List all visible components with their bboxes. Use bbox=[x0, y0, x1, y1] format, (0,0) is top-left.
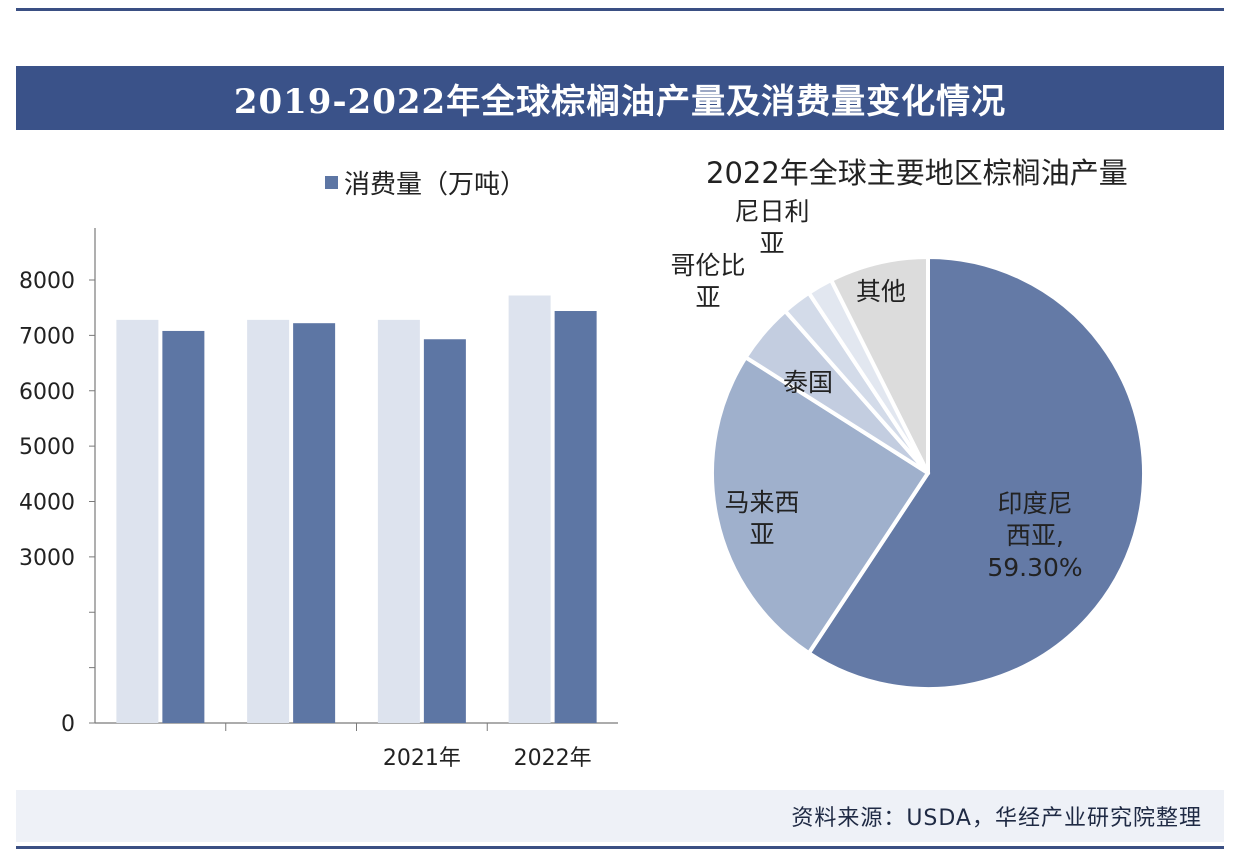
bar-production bbox=[247, 319, 290, 723]
pie-slice bbox=[710, 355, 930, 656]
y-tick-label: 3000 bbox=[19, 546, 75, 571]
title-bar: 2019-2022年全球棕榈油产量及消费量变化情况 bbox=[16, 66, 1224, 130]
y-tick-label: 6000 bbox=[19, 380, 75, 405]
bottom-rule bbox=[16, 846, 1224, 849]
legend-label-consumption: 消费量（万吨） bbox=[344, 170, 527, 200]
bar-production bbox=[377, 319, 420, 723]
y-tick-label: 0 bbox=[61, 712, 75, 737]
bar-consumption bbox=[162, 330, 205, 723]
pie-slice-label: 泰国 bbox=[783, 368, 833, 397]
x-tick-label: 2022年 bbox=[514, 746, 592, 771]
source-note: 资料来源：USDA，华经产业研究院整理 bbox=[791, 806, 1202, 831]
y-tick-label: 4000 bbox=[19, 491, 75, 516]
bar-production bbox=[508, 295, 551, 723]
x-tick-label: 2021年 bbox=[383, 746, 461, 771]
pie-slice-label: 尼日利亚 bbox=[734, 197, 809, 258]
bar-production bbox=[116, 319, 159, 723]
pie-slice bbox=[829, 255, 930, 475]
footer-bar bbox=[16, 790, 1224, 842]
y-tick-label: 8000 bbox=[19, 269, 75, 294]
pie-slice-label: 哥伦比亚 bbox=[670, 251, 745, 312]
pie-slice bbox=[806, 255, 1146, 691]
bar-legend: 消费量（万吨） bbox=[325, 164, 526, 201]
bar-consumption bbox=[554, 311, 597, 723]
pie-slice-label: 其他 bbox=[856, 277, 906, 306]
y-tick-label: 5000 bbox=[19, 435, 75, 460]
bar-consumption bbox=[423, 339, 466, 723]
y-tick-label: 7000 bbox=[19, 324, 75, 349]
pie-slice-label: 印度尼西亚, 59.30% bbox=[987, 489, 1082, 582]
legend-swatch-consumption bbox=[325, 176, 338, 189]
bar-consumption bbox=[293, 323, 336, 723]
pie-slice-label: 马来西亚 bbox=[724, 488, 799, 549]
top-rule bbox=[16, 8, 1224, 11]
page-title: 2019-2022年全球棕榈油产量及消费量变化情况 bbox=[233, 81, 1007, 122]
pie-title: 2022年全球主要地区棕榈油产量 bbox=[706, 156, 1128, 190]
